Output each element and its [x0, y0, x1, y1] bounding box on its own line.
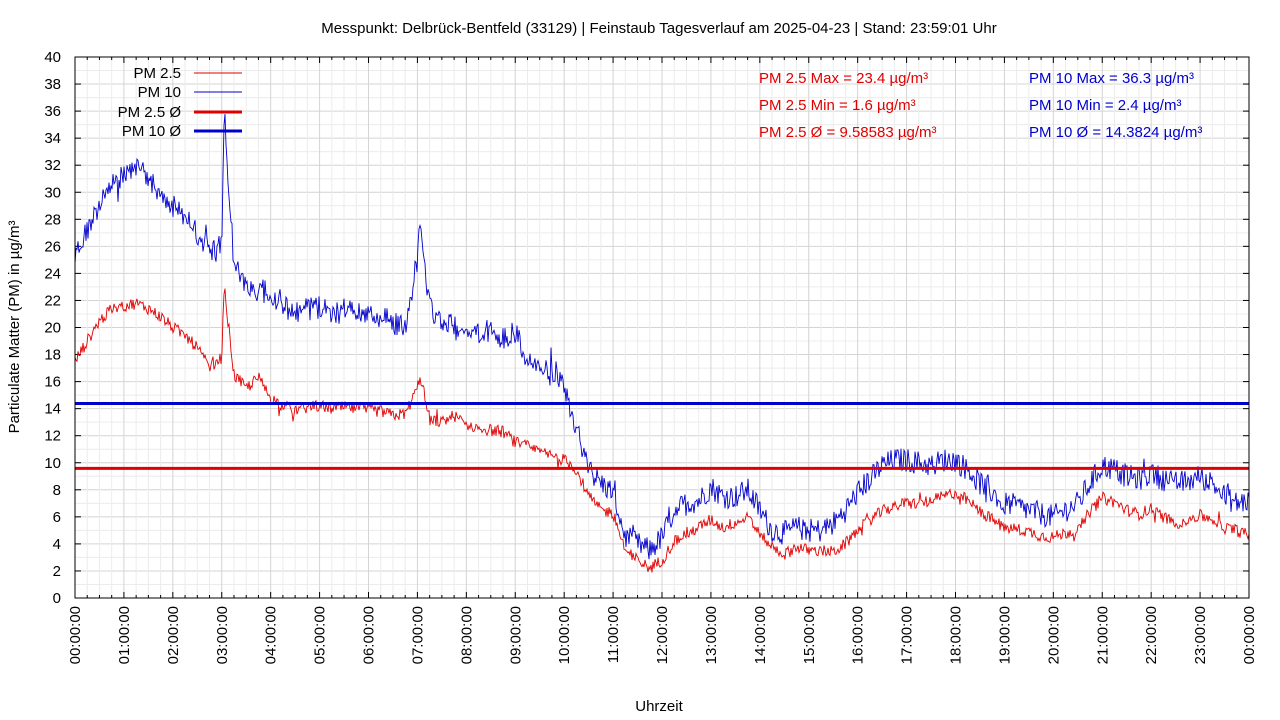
x-tick-label: 10:00:00 — [556, 606, 573, 664]
x-tick-label: 08:00:00 — [458, 606, 475, 664]
y-axis-title: Particulate Matter (PM) in µg/m³ — [6, 221, 23, 434]
stat-annotation: PM 2.5 Max = 23.4 µg/m³ — [759, 70, 928, 87]
y-tick-label: 0 — [53, 590, 61, 607]
y-tick-label: 12 — [44, 428, 61, 445]
x-tick-label: 19:00:00 — [996, 606, 1013, 664]
x-tick-label: 02:00:00 — [165, 606, 182, 664]
y-tick-label: 20 — [44, 320, 61, 337]
stats-annotations: PM 2.5 Max = 23.4 µg/m³ PM 2.5 Min = 1.6 … — [759, 70, 1202, 141]
chart-title: Messpunkt: Delbrück-Bentfeld (33129) | F… — [321, 20, 996, 37]
x-tick-label: 11:00:00 — [605, 606, 622, 663]
y-tick-label: 4 — [53, 536, 61, 553]
y-tick-label: 28 — [44, 211, 61, 228]
x-tick-label: 00:00:00 — [67, 606, 84, 664]
y-tick-label: 26 — [44, 238, 61, 255]
x-tick-label: 09:00:00 — [507, 606, 524, 664]
y-tick-label: 22 — [44, 292, 61, 309]
plot-border — [74, 56, 1250, 599]
x-tick-label: 13:00:00 — [703, 606, 720, 664]
axis-ticks — [74, 56, 1250, 599]
y-tick-label: 18 — [44, 347, 61, 364]
stat-annotation: PM 2.5 Ø = 9.58583 µg/m³ — [759, 124, 936, 141]
x-axis-title: Uhrzeit — [635, 698, 683, 715]
x-tick-label: 04:00:00 — [263, 606, 280, 664]
series-pm25-line — [74, 288, 1250, 573]
y-tick-label: 38 — [44, 76, 61, 93]
y-tick-label: 36 — [44, 103, 61, 120]
y-tick-label: 24 — [44, 265, 61, 282]
x-axis-tick-labels: 00:00:00 01:00:00 02:00:00 03:00:00 04:00:00… — [67, 606, 1258, 664]
x-tick-label: 05:00:00 — [312, 606, 329, 664]
stat-annotation: PM 10 Min = 2.4 µg/m³ — [1029, 97, 1181, 114]
x-tick-label: 01:00:00 — [116, 606, 133, 664]
x-tick-label: 03:00:00 — [214, 606, 231, 664]
x-tick-label: 21:00:00 — [1094, 606, 1111, 664]
x-tick-label: 20:00:00 — [1045, 606, 1062, 664]
x-tick-label: 00:00:00 — [1241, 606, 1258, 664]
y-tick-label: 30 — [44, 184, 61, 201]
legend-label: PM 10 — [138, 84, 181, 101]
y-tick-label: 34 — [44, 130, 61, 147]
stat-annotation: PM 10 Ø = 14.3824 µg/m³ — [1029, 124, 1202, 141]
x-tick-label: 12:00:00 — [654, 606, 671, 664]
y-tick-label: 8 — [53, 482, 61, 499]
x-tick-label: 18:00:00 — [948, 606, 965, 664]
y-tick-label: 10 — [44, 455, 61, 472]
stat-annotation: PM 10 Max = 36.3 µg/m³ — [1029, 70, 1194, 87]
x-tick-label: 14:00:00 — [752, 606, 769, 664]
series-layer — [74, 114, 1250, 573]
stat-annotation: PM 2.5 Min = 1.6 µg/m³ — [759, 97, 916, 114]
x-tick-label: 22:00:00 — [1143, 606, 1160, 664]
y-tick-label: 14 — [44, 401, 61, 418]
series-pm10-line — [74, 114, 1250, 560]
y-tick-label: 2 — [53, 563, 61, 580]
y-tick-label: 16 — [44, 374, 61, 391]
legend-label: PM 2.5 — [133, 65, 181, 82]
y-tick-label: 6 — [53, 509, 61, 526]
x-tick-label: 17:00:00 — [899, 606, 916, 664]
y-tick-label: 40 — [44, 49, 61, 66]
x-tick-label: 15:00:00 — [801, 606, 818, 664]
legend: PM 2.5 PM 10 PM 2.5 Ø PM 10 Ø — [118, 65, 242, 140]
grid — [74, 56, 1250, 599]
legend-label: PM 2.5 Ø — [118, 104, 182, 121]
x-tick-label: 06:00:00 — [361, 606, 378, 664]
x-tick-label: 07:00:00 — [409, 606, 426, 664]
x-tick-label: 16:00:00 — [850, 606, 867, 664]
y-tick-label: 32 — [44, 157, 61, 174]
legend-label: PM 10 Ø — [122, 123, 182, 140]
x-tick-label: 23:00:00 — [1192, 606, 1209, 664]
